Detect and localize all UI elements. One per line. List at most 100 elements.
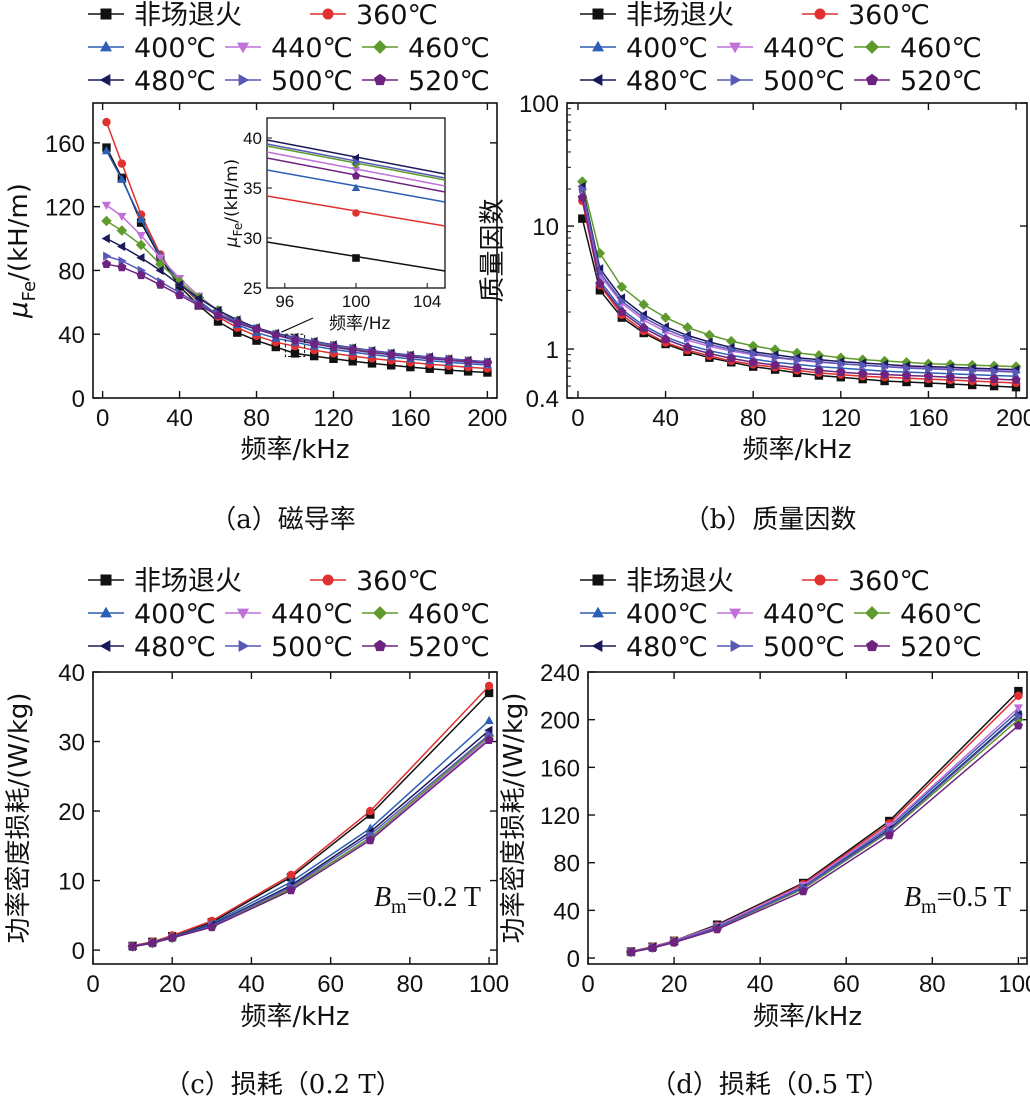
inset-data-point [352,209,360,217]
y-tick-label: 100 [519,91,559,118]
bm-value: =0.2 T [407,882,481,913]
data-point [858,368,868,378]
data-point [815,357,824,367]
data-point [660,312,671,323]
data-point [626,947,636,957]
data-point [286,885,296,895]
bm-value: =0.5 T [937,882,1011,913]
series-line [581,194,1017,378]
y-tick-label: 80 [553,851,580,878]
series-group [128,735,494,951]
data-point [117,174,127,183]
zoom-pointer [281,317,314,333]
y-tick-label: 80 [58,258,85,285]
data-point [704,348,714,358]
y-tick-label: 30 [58,730,85,757]
data-point [968,365,978,376]
series-line [581,191,1017,372]
inset-y-title-subscript: Fe [231,223,245,237]
series-group [577,188,1021,377]
legend-label: 非场退火 [134,0,242,31]
inset-data-point [353,157,361,167]
x-tick-label: 200 [467,405,507,432]
data-point [770,360,780,369]
legend-marker [238,74,250,86]
series-line [132,729,490,948]
x-axis-title: 频率/kHz [240,1002,349,1032]
data-point [640,313,649,323]
data-point [117,159,127,168]
y-tick-label: 160 [45,131,85,158]
series-group [627,711,1024,957]
data-point [594,248,606,259]
inset-frame [266,117,446,289]
series-line [581,186,1017,371]
legend-label: 400℃ [134,33,216,64]
legend-label: 460℃ [408,33,490,64]
legend-marker [238,640,250,652]
x-tick-label: 40 [166,405,193,432]
data-point [989,374,999,383]
x-tick-label: 20 [661,971,688,998]
y-tick-label: 20 [58,799,85,826]
data-point [748,357,758,367]
y-tick-label: 200 [540,708,580,735]
legend-marker [591,640,603,652]
data-point [669,937,679,947]
data-point [484,715,494,724]
data-point [727,345,737,355]
y-axis-title: μFe/(kH/m) [4,183,40,319]
data-point [704,329,715,341]
x-tick-label: 100 [998,971,1030,998]
data-point [639,323,649,332]
series-group [626,720,1023,957]
bm-annotation: Bm=0.5 T [904,882,1011,918]
data-point [814,365,824,375]
legend-label: 520℃ [900,66,982,97]
inset-y-tick-label: 30 [243,229,262,248]
data-point [116,225,128,236]
y-axis-title: 质量因数 [478,198,508,302]
legend-marker [100,574,112,586]
panel-caption: （c）损耗（0.2 T） [164,1070,402,1100]
legend-label: 非场退火 [626,566,734,597]
y-tick-label: 160 [540,755,580,782]
data-point [945,372,955,382]
data-point [155,265,164,276]
legend-label: 480℃ [134,632,216,663]
inset-y-title: μFe/(kH/m) [222,159,245,248]
series-group [626,691,1023,956]
bm-subscript: m [921,896,937,918]
series-line [630,725,1019,954]
data-point [617,307,627,316]
legend-label: 460℃ [408,599,490,630]
data-point [102,117,111,127]
series-group [577,192,1021,384]
data-point [136,253,145,263]
data-point [117,212,127,221]
data-point [136,270,146,280]
data-point [712,924,722,934]
data-point [155,280,165,289]
data-point [726,353,736,363]
data-point [1014,691,1023,701]
data-point [155,254,165,263]
data-point [117,262,127,272]
data-point [310,351,319,361]
inset-y-title-unit: /(kH/m) [222,159,242,223]
data-point [947,365,956,375]
data-point [578,214,587,223]
y-tick-label: 0.4 [526,386,559,413]
data-point [836,367,846,376]
data-point [101,259,112,268]
y-axis-title: 功率密度损耗/(W/kg) [4,692,34,943]
series-group [626,686,1023,956]
data-point [348,345,358,354]
data-point [167,933,177,942]
series-group [625,714,1024,958]
data-point [595,278,605,288]
legend-marker [730,640,742,652]
data-point [174,280,183,290]
legend-marker [322,574,334,586]
zoom-region-box [284,333,306,358]
